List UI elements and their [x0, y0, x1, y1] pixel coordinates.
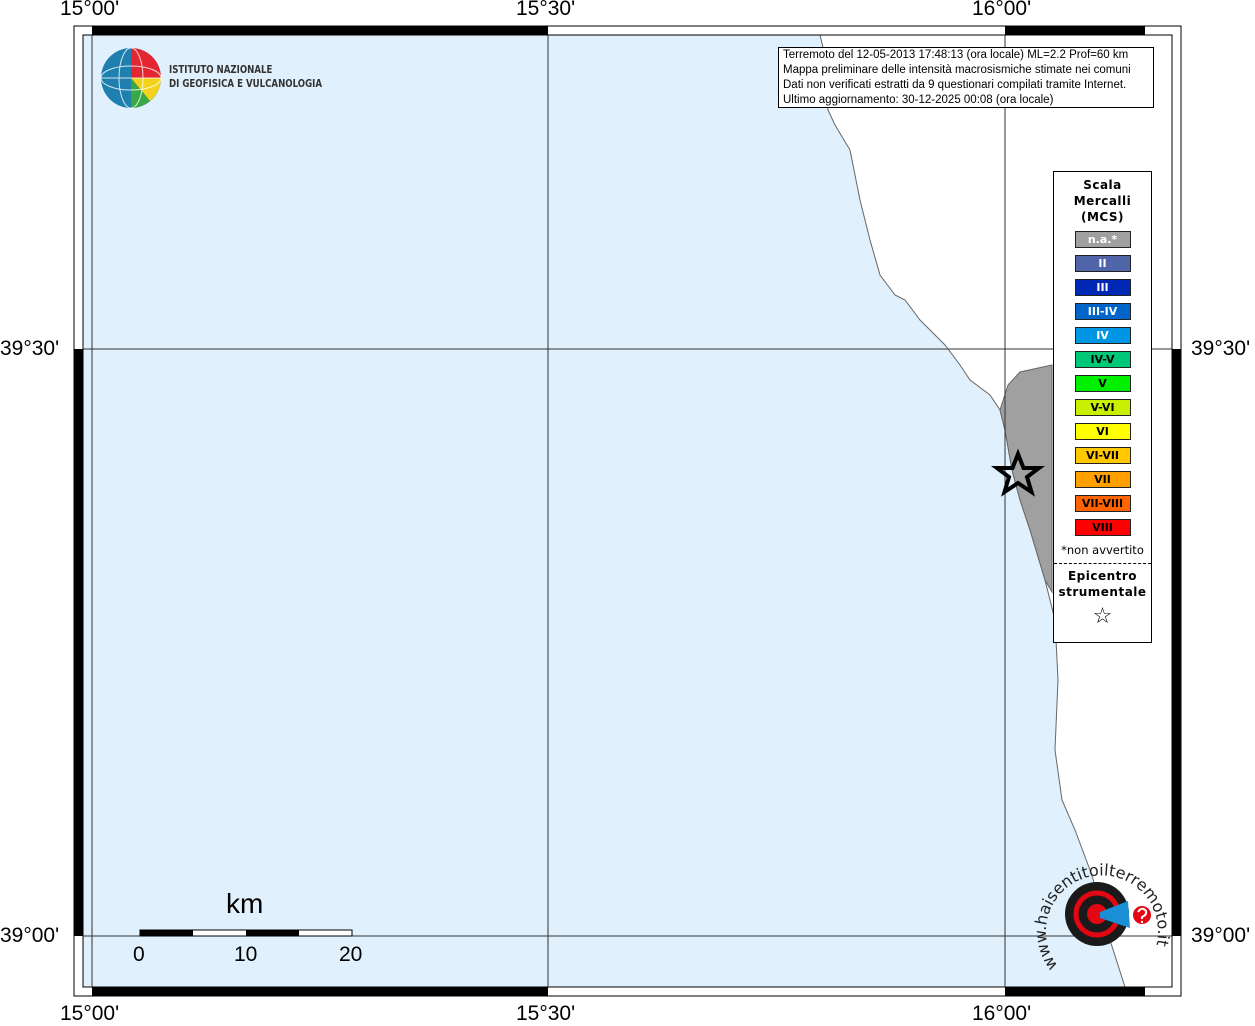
legend-item: III — [1074, 279, 1131, 296]
info-line-3: Dati non verificati estratti da 9 questi… — [783, 79, 1127, 91]
legend-star-icon: ☆ — [1092, 604, 1113, 629]
legend-title: Scala Mercalli (MCS) — [1054, 177, 1151, 225]
lon-label-bottom-1500: 15°00' — [60, 1002, 120, 1025]
lon-label-bottom-1600: 16°00' — [972, 1002, 1032, 1025]
scale-bar-unit: km — [226, 888, 264, 919]
legend-note: *non avvertito — [1061, 543, 1144, 557]
lon-label-top-1600: 16°00' — [972, 0, 1032, 20]
legend-item: VII-VIII — [1074, 495, 1131, 512]
lon-label-top-1530: 15°30' — [516, 0, 576, 20]
legend-item: V-VI — [1074, 399, 1131, 416]
legend-item: II — [1074, 255, 1131, 272]
lon-label-top-1500: 15°00' — [60, 0, 120, 20]
lat-label-left-3900: 39°00' — [0, 924, 60, 947]
scale-tick-0: 0 — [133, 943, 145, 966]
event-info-box: Terremoto del 12-05-2013 17:48:13 (ora l… — [778, 47, 1154, 108]
mcs-legend: Scala Mercalli (MCS) n.a.* II III III-IV IV I… — [1053, 171, 1152, 643]
lat-label-right-3930: 39°30' — [1191, 337, 1251, 360]
legend-epicenter-label: Epicentro strumentale — [1054, 568, 1151, 600]
lat-label-left-3930: 39°30' — [0, 337, 60, 360]
lon-label-bottom-1530: 15°30' — [516, 1002, 576, 1025]
scale-bar — [139, 929, 353, 937]
ingv-logo-text: ISTITUTO NAZIONALE DI GEOFISICA E VULCAN… — [169, 63, 322, 91]
legend-title-2: Mercalli — [1073, 194, 1132, 208]
ingv-logo-globe — [100, 47, 162, 109]
epicenter-star-icon — [991, 448, 1045, 497]
legend-item: VI-VII — [1074, 447, 1131, 464]
lat-label-right-3900: 39°00' — [1191, 924, 1251, 947]
info-line-4: Ultimo aggiornamento: 30-12-2025 00:08 (… — [783, 94, 1054, 106]
scale-tick-20: 20 — [339, 943, 363, 966]
ingv-line1: ISTITUTO NAZIONALE — [169, 64, 273, 76]
ingv-line2: DI GEOFISICA E VULCANOLOGIA — [169, 78, 323, 90]
legend-divider — [1054, 563, 1151, 564]
legend-item: VIII — [1074, 519, 1131, 536]
legend-item: n.a.* — [1074, 231, 1131, 248]
legend-epicenter-line2: strumentale — [1058, 585, 1147, 599]
scale-tick-10: 10 — [234, 943, 258, 966]
info-line-1: Terremoto del 12-05-2013 17:48:13 (ora l… — [783, 49, 1129, 61]
legend-item: IV — [1074, 327, 1131, 344]
map-frame — [73, 25, 1182, 997]
legend-item: IV-V — [1074, 351, 1131, 368]
legend-items: n.a.* II III III-IV IV IV-V V V-VI VI VI-VII VII VI… — [1054, 231, 1151, 536]
legend-item: V — [1074, 375, 1131, 392]
question-mark-icon — [1137, 907, 1148, 919]
legend-epicenter-line1: Epicentro — [1067, 569, 1138, 583]
legend-item: VI — [1074, 423, 1131, 440]
legend-title-3: (MCS) — [1080, 210, 1125, 224]
legend-item: III-IV — [1074, 303, 1131, 320]
legend-item: VII — [1074, 471, 1131, 488]
legend-title-1: Scala — [1083, 178, 1122, 192]
info-line-2: Mappa preliminare delle intensità macros… — [783, 64, 1131, 76]
